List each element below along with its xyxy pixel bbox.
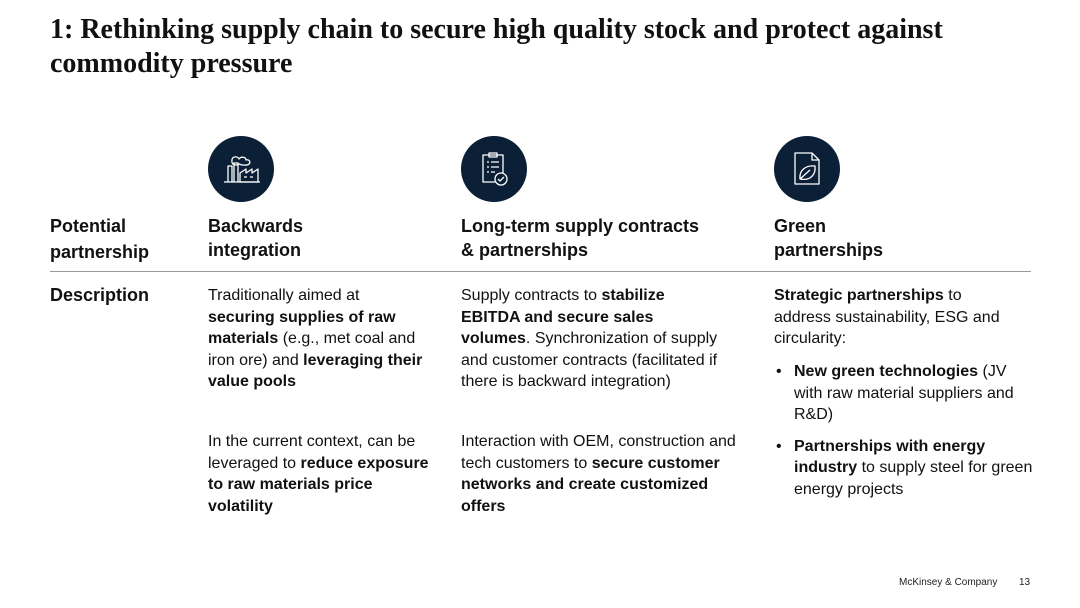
bullet-item: • New green technologies (JV with raw mat…	[774, 361, 1034, 426]
page-number: 13	[1019, 577, 1031, 588]
text-run: to supply steel for green energy project…	[794, 459, 1033, 498]
backwards-integration-context: In the current context, can be leveraged…	[208, 431, 430, 517]
text-run: Supply contracts to	[461, 287, 602, 304]
divider-line	[50, 271, 1031, 272]
potential-partnership-label: Potential partnership	[50, 216, 150, 262]
supply-contracts-description: Supply contracts to stabilize EBITDA and…	[461, 285, 723, 393]
clipboard-check-icon	[461, 136, 527, 202]
green-partnerships-bullets: • New green technologies (JV with raw mat…	[774, 361, 1034, 511]
bullet-dot: •	[776, 363, 782, 380]
text-run: In the current context, can be leveraged…	[208, 433, 416, 472]
slide-title: 1: Rethinking supply chain to secure hig…	[50, 14, 943, 79]
text-run: (e.g., met coal and iron ore) and	[208, 330, 416, 369]
text-run: Traditionally aimed at	[208, 287, 360, 304]
text-run: securing supplies of raw materials	[208, 308, 396, 348]
backwards-integration-description: Traditionally aimed at securing supplies…	[208, 285, 430, 393]
heading-long-term-contracts: Long-term supply contracts & partnerships	[461, 216, 700, 260]
text-run: Strategic partnerships	[774, 287, 944, 304]
heading-green-partnerships: Green partnerships	[774, 216, 884, 260]
heading-backwards-integration: Backwards integration	[208, 216, 304, 260]
footer-brand: McKinsey & Company	[899, 577, 998, 588]
bullet-dot: •	[776, 437, 782, 455]
text-run: stabilize EBITDA and secure sales volume…	[461, 287, 665, 348]
factory-icon	[208, 136, 274, 202]
text-run: leveraging their value pools	[208, 351, 423, 391]
description-label: Description	[50, 285, 150, 305]
text-run: (JV with raw material suppliers and R&D)	[794, 363, 1014, 424]
text-run: secure customer networks and create cust…	[461, 454, 720, 515]
text-run: New green technologies	[794, 363, 979, 380]
text-run: Partnerships with energy industry	[794, 437, 986, 477]
supply-contracts-interaction: Interaction with OEM, construction and t…	[461, 431, 746, 517]
leaf-document-icon	[774, 136, 840, 202]
text-run: Interaction with OEM, construction and t…	[461, 433, 736, 472]
bullet-item: • Partnerships with energy industry to su…	[774, 436, 1034, 501]
green-partnerships-description: Strategic partnerships to address sustai…	[774, 285, 1004, 350]
text-run: . Synchronization of supply and customer…	[461, 330, 718, 391]
text-run: reduce exposure to raw materials price v…	[208, 454, 429, 515]
text-run: to address sustainability, ESG and circu…	[774, 287, 1000, 348]
